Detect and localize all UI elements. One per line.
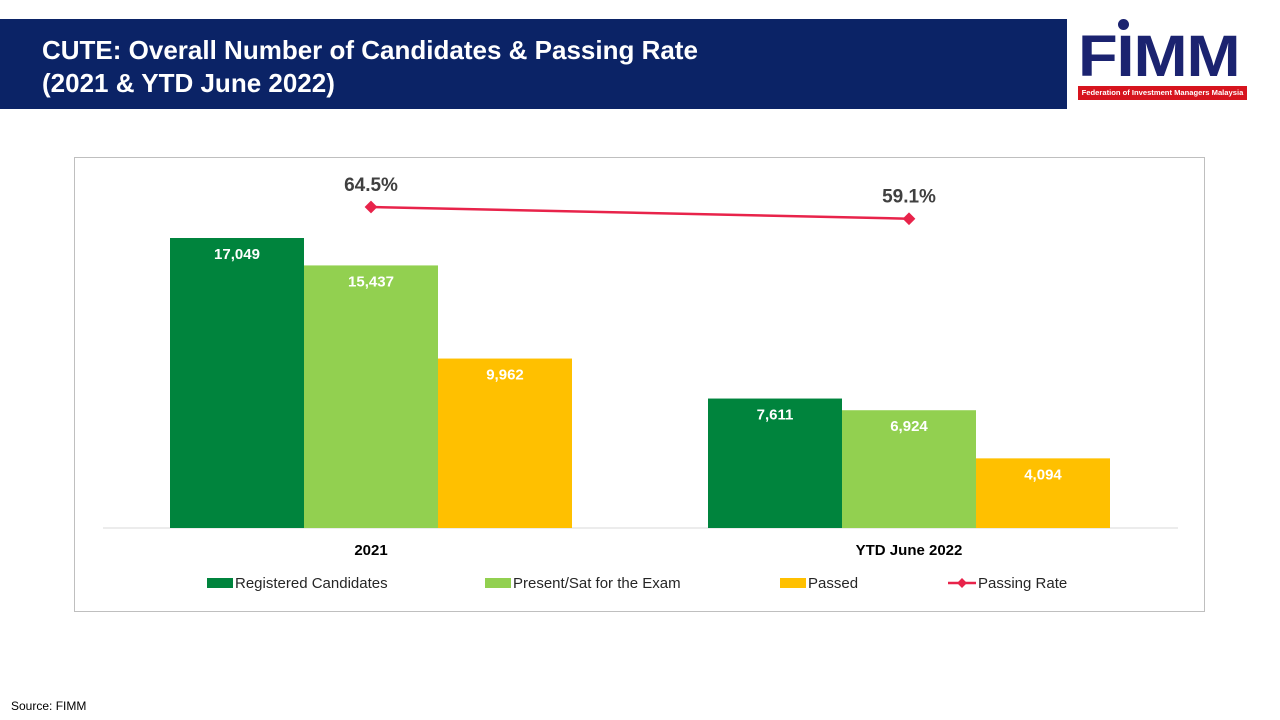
- bar-chart: 17,049 15,437 9,962 2021 7,611 6,924 4,094 YTD …: [103, 175, 1178, 592]
- logo-dot: [1118, 19, 1129, 30]
- x-tick-label: 2021: [354, 542, 387, 559]
- bar-data-label: 17,049: [214, 246, 260, 263]
- passing-rate-marker: [902, 212, 916, 226]
- passing-rate-label: 64.5%: [344, 175, 398, 196]
- source-note: Source: FIMM: [11, 699, 87, 713]
- x-tick-label: YTD June 2022: [856, 542, 963, 559]
- page-title: CUTE: Overall Number of Candidates & Pas…: [42, 35, 698, 65]
- bar: [842, 410, 976, 528]
- chart-area: 17,049 15,437 9,962 2021 7,611 6,924 4,094 YTD …: [74, 157, 1205, 612]
- legend-swatch: [780, 578, 806, 588]
- legend-swatch: [485, 578, 511, 588]
- passing-rate-label: 59.1%: [882, 187, 936, 208]
- header-bar: CUTE: Overall Number of Candidates & Pas…: [0, 19, 1067, 109]
- legend-label: Registered Candidates: [235, 575, 388, 592]
- bar-data-label: 6,924: [890, 418, 928, 435]
- bar-data-label: 4,094: [1024, 466, 1062, 483]
- legend-label: Present/Sat for the Exam: [513, 575, 681, 592]
- legend-label: Passed: [808, 575, 858, 592]
- page-subtitle: (2021 & YTD June 2022): [42, 68, 335, 98]
- bar: [708, 398, 842, 528]
- fimm-logo: FIMM Federation of Investment Managers M…: [1076, 16, 1250, 104]
- bar-data-label: 9,962: [486, 367, 524, 384]
- bar: [170, 238, 304, 528]
- logo-tagline: Federation of Investment Managers Malays…: [1078, 86, 1247, 100]
- bar: [438, 358, 572, 528]
- legend-label: Passing Rate: [978, 575, 1067, 592]
- passing-rate-line: [370, 205, 910, 220]
- legend-line-marker: [957, 578, 967, 588]
- bar-data-label: 7,611: [757, 407, 794, 424]
- bar: [304, 265, 438, 528]
- passing-rate-marker: [364, 200, 378, 214]
- bar: [976, 458, 1110, 528]
- legend-swatch: [207, 578, 233, 588]
- logo-wordmark: FIMM: [1078, 24, 1241, 89]
- bar-data-label: 15,437: [348, 273, 394, 290]
